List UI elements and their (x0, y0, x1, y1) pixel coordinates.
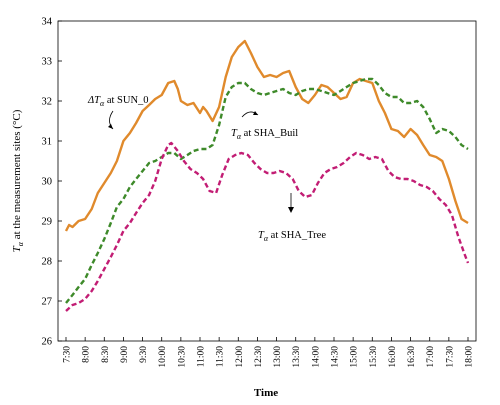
annotation-buil-arrowhead (253, 111, 258, 115)
x-tick-label: 17:00 (426, 346, 436, 368)
y-tick-label: 32 (42, 97, 53, 108)
y-tick-label: 28 (42, 257, 53, 268)
annotation-sun-sub: α (100, 99, 105, 108)
annotation-buil: Tα at SHA_Buil (231, 111, 298, 141)
x-tick-label: 8:00 (82, 346, 92, 363)
x-tick-label: 12:00 (235, 346, 245, 368)
annotation-sun-rest: at SUN_0 (104, 95, 148, 106)
y-tick-label: 26 (42, 337, 53, 348)
x-tick-label: 9:00 (120, 346, 130, 363)
series-line-2 (65, 141, 470, 312)
annotation-sun-arrowhead (108, 124, 113, 129)
x-tick-label: 14:00 (311, 346, 321, 368)
y-axis-title-sub: α (16, 241, 25, 246)
x-tick-label: 13:00 (273, 346, 283, 368)
y-tick-label: 30 (42, 177, 53, 188)
annotation-tree-arrowhead (288, 207, 294, 213)
annotation-buil-label: Tα at SHA_Buil (231, 128, 298, 141)
x-tick-label: 15:00 (350, 346, 360, 368)
axes-layer: 26 27 28 29 30 31 32 33 34 7:30 8:00 8:30 9:00 9:30 10… (42, 17, 477, 368)
annotation-sun-label: ΔTα at SUN_0 (87, 95, 149, 108)
annotation-tree: Tα at SHA_Tree (258, 193, 326, 243)
series-line-0 (64, 39, 469, 232)
series-line-1 (65, 77, 469, 304)
x-tick-label: 17:30 (445, 346, 455, 368)
annotation-tree-rest: at SHA_Tree (268, 230, 326, 241)
annotation-tree-prefix: T (258, 230, 265, 241)
x-tick-label: 9:30 (139, 346, 149, 363)
y-tick-label: 33 (42, 57, 53, 68)
annotation-buil-rest: at SHA_Buil (241, 128, 298, 139)
x-tick-label: 10:30 (177, 346, 187, 368)
series-layer (64, 39, 470, 312)
y-axis-title-rest: at the measurement sites (°C) (11, 109, 23, 242)
x-tick-label: 16:00 (388, 346, 398, 368)
annotation-buil-sub: α (237, 132, 242, 141)
x-tick-label: 13:30 (292, 346, 302, 368)
annotation-sun: ΔTα at SUN_0 (87, 95, 149, 130)
annotation-sun-prefix: ΔT (87, 95, 101, 106)
y-tick-label: 31 (42, 137, 53, 148)
annotation-buil-prefix: T (231, 128, 238, 139)
x-tick-label: 12:30 (254, 346, 264, 368)
x-tick-label: 11:30 (216, 346, 226, 368)
y-tick-label: 34 (42, 17, 53, 28)
x-tick-label: 8:30 (101, 346, 111, 363)
x-tick-label: 10:00 (158, 346, 168, 368)
x-tick-label: 14:30 (331, 346, 341, 368)
y-tick-label: 29 (42, 217, 53, 228)
y-axis-title: Tα at the measurement sites (°C) (11, 109, 25, 252)
x-tick-label: 15:30 (369, 346, 379, 368)
y-axis-title-prefix: T (11, 245, 23, 252)
annotation-tree-label: Tα at SHA_Tree (258, 230, 326, 243)
x-axis-title: Time (254, 387, 278, 399)
x-tick-label: 18:00 (465, 346, 475, 368)
x-tick-label: 7:30 (63, 346, 73, 363)
x-tick-label: 11:00 (197, 346, 207, 368)
y-tick-label: 27 (42, 297, 53, 308)
x-tick-label: 16:30 (407, 346, 417, 368)
annotation-tree-sub: α (264, 234, 269, 243)
